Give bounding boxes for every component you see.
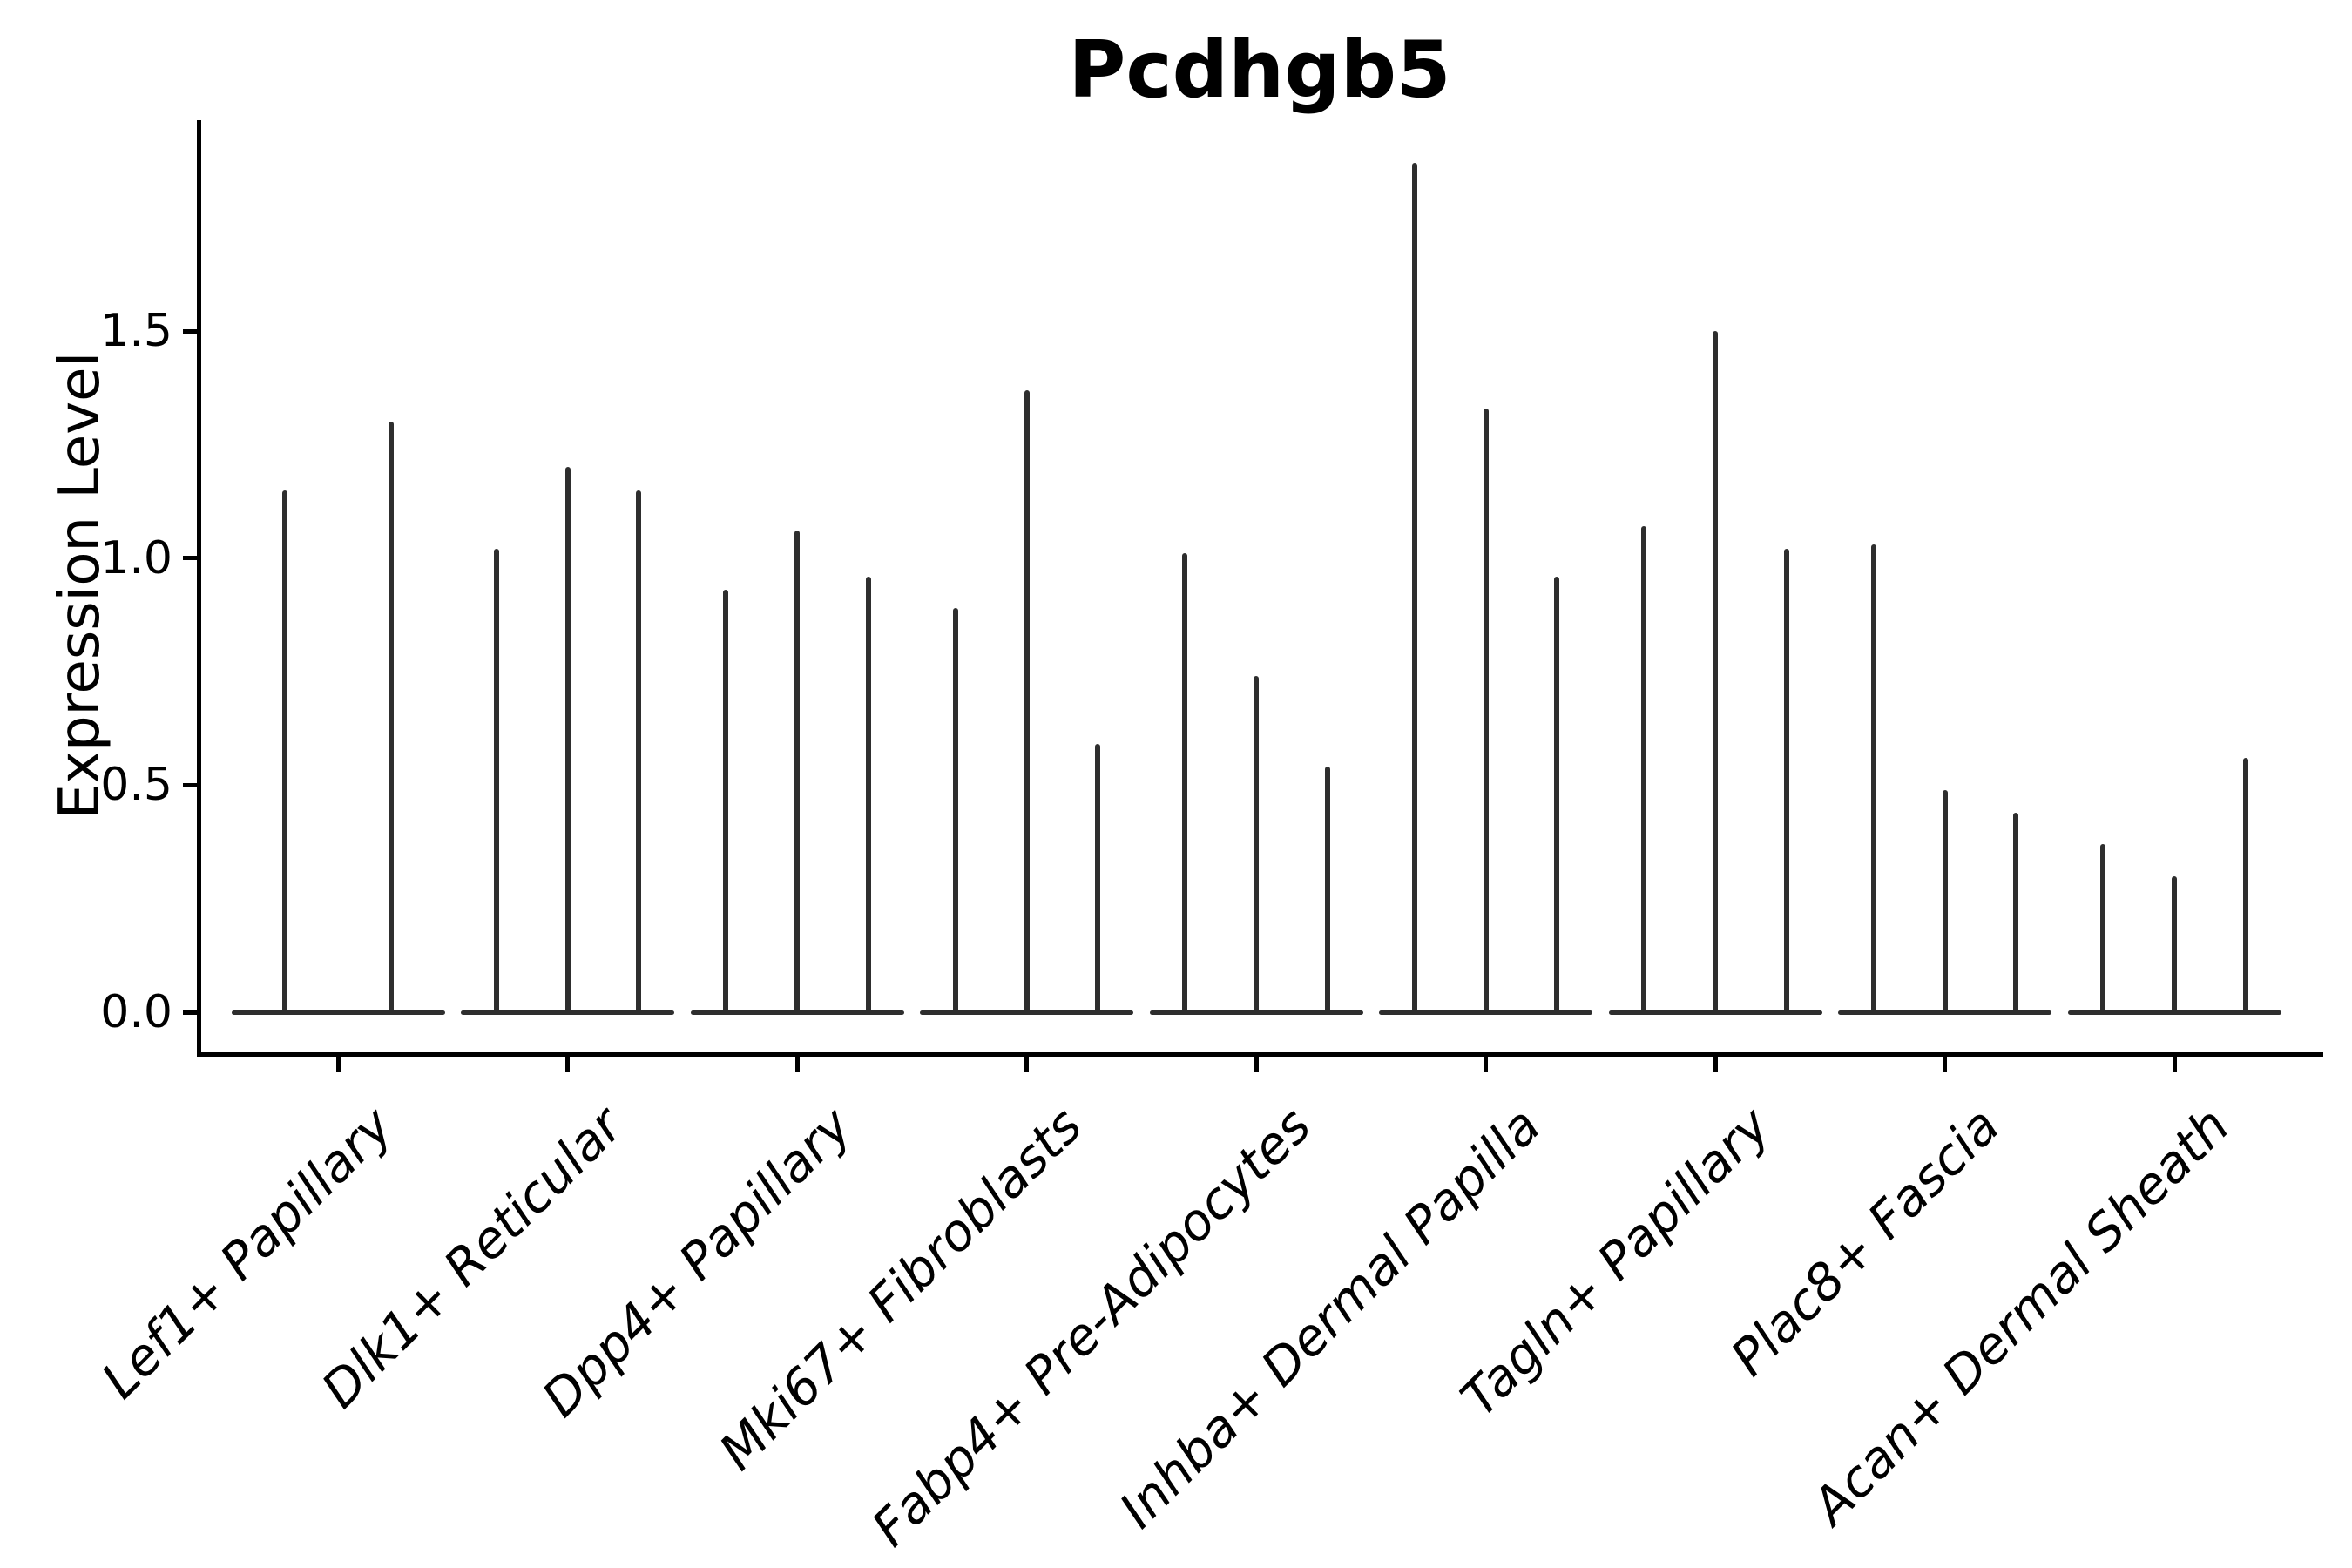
violin-spike: [1411, 163, 1417, 1012]
violin-spike: [794, 531, 800, 1012]
y-tick-label: 0.5: [100, 759, 172, 812]
x-tick: [1024, 1056, 1029, 1072]
violin-spike: [952, 608, 958, 1012]
violin-spike: [1483, 408, 1489, 1012]
y-tick: [182, 556, 197, 561]
y-axis-label: Expression Level: [48, 351, 112, 820]
y-tick: [182, 328, 197, 334]
violin-spike: [1024, 389, 1030, 1012]
violin-spike: [1942, 789, 1948, 1012]
violin-spike: [1783, 549, 1789, 1012]
violin-base: [920, 1010, 1133, 1015]
y-tick: [182, 782, 197, 787]
x-tick: [794, 1056, 800, 1072]
y-tick-label: 0.0: [100, 986, 172, 1038]
x-tick: [1713, 1056, 1718, 1072]
violin-base: [1149, 1010, 1363, 1015]
x-axis-spine: [196, 1051, 2323, 1057]
violin-base: [1379, 1010, 1592, 1015]
x-tick-label: Acan+ Dermal Sheath: [1801, 1096, 2241, 1536]
y-axis-spine: [196, 120, 201, 1057]
x-tick: [2172, 1056, 2177, 1072]
violin-spike: [1324, 767, 1330, 1012]
violin-spike: [865, 576, 871, 1012]
plot-title: Pcdhgb5: [1068, 24, 1451, 116]
violin-base: [461, 1010, 674, 1015]
violin-spike: [1554, 576, 1560, 1012]
violin-spike: [2172, 875, 2177, 1012]
x-tick: [1484, 1056, 1488, 1072]
x-tick-label: Fabp4+ Pre-Adipocytes: [860, 1096, 1323, 1558]
violin-spike: [636, 490, 642, 1012]
y-tick-label: 1.0: [100, 531, 172, 585]
y-tick: [182, 1010, 197, 1015]
violin-spike: [389, 422, 395, 1012]
violin-base: [1608, 1010, 1822, 1015]
violin-base: [690, 1010, 904, 1015]
violin-base: [231, 1010, 445, 1015]
violin-base: [2067, 1010, 2281, 1015]
violin-base: [1838, 1010, 2051, 1015]
x-tick: [335, 1056, 341, 1072]
violin-spike: [723, 590, 729, 1012]
x-tick: [1943, 1056, 1947, 1072]
x-tick: [565, 1056, 570, 1072]
violin-spike: [1870, 544, 1876, 1012]
violin-spike: [1182, 553, 1188, 1012]
violin-spike: [1254, 676, 1259, 1012]
x-tick: [1254, 1056, 1259, 1072]
violin-spike: [493, 549, 499, 1012]
x-tick-label: Inhba+ Dermal Papilla: [1108, 1096, 1552, 1540]
violin-spike: [1095, 744, 1101, 1012]
y-tick-label: 1.5: [100, 305, 172, 358]
violin-spike: [564, 467, 571, 1012]
violin-spike: [2013, 812, 2019, 1012]
violin-spike: [2100, 844, 2106, 1012]
violin-spike: [1641, 526, 1647, 1012]
violin-spike: [281, 490, 287, 1012]
violin-spike: [2242, 758, 2248, 1012]
violin-spike: [1713, 331, 1718, 1012]
